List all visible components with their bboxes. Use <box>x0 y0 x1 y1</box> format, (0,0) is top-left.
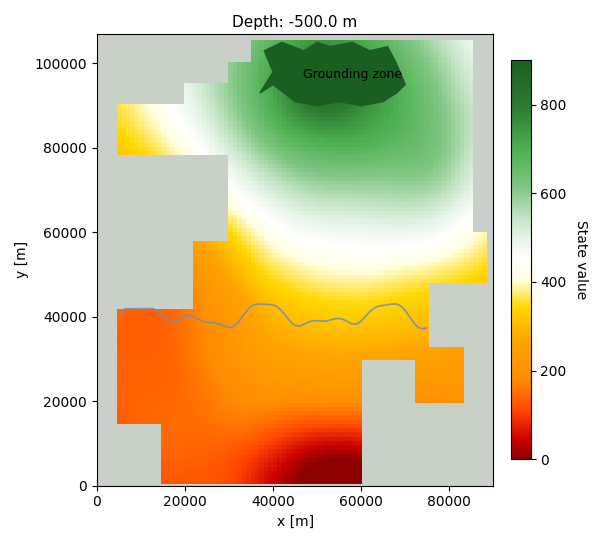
Text: Grounding zone: Grounding zone <box>303 69 402 81</box>
Y-axis label: y [m]: y [m] <box>15 242 29 279</box>
Title: Depth: -500.0 m: Depth: -500.0 m <box>232 15 358 30</box>
X-axis label: x [m]: x [m] <box>276 515 314 529</box>
Polygon shape <box>260 42 405 106</box>
Y-axis label: State value: State value <box>574 220 588 299</box>
